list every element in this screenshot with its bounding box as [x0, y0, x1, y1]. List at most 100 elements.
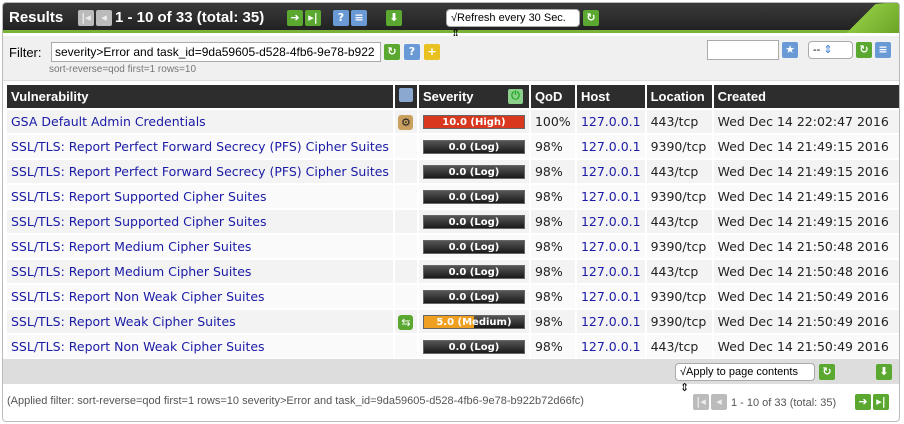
pagination-count: 1 - 10 of 33 (total: 35)	[115, 9, 265, 26]
host-link[interactable]: 127.0.0.1	[580, 314, 641, 329]
table-row: SSL/TLS: Report Supported Cipher Suites …	[7, 210, 899, 233]
severity-label: 0.0 (Log)	[448, 166, 500, 178]
vulnerability-link[interactable]: SSL/TLS: Report Medium Cipher Suites	[11, 264, 252, 279]
vulnerability-link[interactable]: SSL/TLS: Report Supported Cipher Suites	[11, 189, 267, 204]
created-cell: Wed Dec 14 21:50:49 2016	[713, 310, 899, 333]
table-row: SSL/TLS: Report Weak Cipher Suites ⇆ 5.0…	[7, 310, 899, 333]
footer-prev-page-icon[interactable]: ◂	[711, 394, 727, 410]
refresh-select-value: √Refresh every 30 Sec.	[451, 12, 566, 24]
host-link[interactable]: 127.0.0.1	[580, 189, 641, 204]
solution-type-cell	[394, 135, 417, 158]
vulnerability-link[interactable]: SSL/TLS: Report Supported Cipher Suites	[11, 214, 267, 229]
footer-last-page-icon[interactable]: ▸|	[873, 394, 889, 410]
vulnerability-link[interactable]: SSL/TLS: Report Weak Cipher Suites	[11, 314, 236, 329]
host-link[interactable]: 127.0.0.1	[580, 164, 641, 179]
vulnerability-link[interactable]: GSA Default Admin Credentials	[11, 114, 206, 129]
col-vulnerability[interactable]: Vulnerability	[7, 85, 393, 108]
results-table: Vulnerability Severity ⏻ QoD Host Locatio…	[5, 83, 899, 360]
filters-list-icon[interactable]: ≡	[875, 42, 891, 58]
footer-download-icon[interactable]: ⬇	[876, 364, 892, 380]
severity-cell: 0.0 (Log)	[418, 285, 529, 308]
switch-filter-icon[interactable]: ↻	[856, 42, 872, 58]
vulnerability-link[interactable]: SSL/TLS: Report Medium Cipher Suites	[11, 239, 252, 254]
filter-name-input[interactable]	[707, 40, 779, 60]
host-link[interactable]: 127.0.0.1	[580, 214, 641, 229]
saved-filter-select[interactable]: -- ⇕	[808, 41, 853, 59]
table-row: GSA Default Admin Credentials ⚙ 10.0 (Hi…	[7, 110, 899, 133]
help-icon[interactable]: ?	[333, 10, 349, 26]
download-icon[interactable]: ⬇	[386, 10, 402, 26]
table-header-row: Vulnerability Severity ⏻ QoD Host Locatio…	[7, 85, 899, 108]
refresh-filter-icon[interactable]: ↻	[384, 44, 400, 60]
vulnerability-link[interactable]: SSL/TLS: Report Non Weak Cipher Suites	[11, 289, 265, 304]
header-swoosh	[831, 3, 899, 33]
host-cell: 127.0.0.1	[576, 235, 645, 258]
host-cell: 127.0.0.1	[576, 135, 645, 158]
vulnerability-cell: SSL/TLS: Report Perfect Forward Secrecy …	[7, 135, 393, 158]
footer-first-page-icon[interactable]: |◂	[693, 394, 709, 410]
vulnerability-cell: GSA Default Admin Credentials	[7, 110, 393, 133]
apply-select[interactable]: √Apply to page contents ⇕	[675, 363, 815, 394]
host-cell: 127.0.0.1	[576, 160, 645, 183]
filter-help-icon[interactable]: ?	[404, 44, 420, 60]
vulnerability-link[interactable]: SSL/TLS: Report Non Weak Cipher Suites	[11, 339, 265, 354]
col-created[interactable]: Created	[713, 85, 899, 108]
new-filter-icon[interactable]: +	[424, 44, 440, 60]
host-link[interactable]: 127.0.0.1	[580, 139, 641, 154]
vulnerability-cell: SSL/TLS: Report Weak Cipher Suites	[7, 310, 393, 333]
refresh-select[interactable]: √Refresh every 30 Sec. ⇕	[446, 9, 580, 40]
table-row: SSL/TLS: Report Non Weak Cipher Suites 0…	[7, 285, 899, 308]
col-qod[interactable]: QoD	[530, 85, 575, 108]
host-link[interactable]: 127.0.0.1	[580, 264, 641, 279]
qod-cell: 98%	[530, 335, 575, 358]
solution-type-cell	[394, 335, 417, 358]
severity-label: 0.0 (Log)	[448, 341, 500, 353]
host-link[interactable]: 127.0.0.1	[580, 339, 641, 354]
host-cell: 127.0.0.1	[576, 260, 645, 283]
col-severity[interactable]: Severity ⏻	[418, 85, 529, 108]
host-cell: 127.0.0.1	[576, 185, 645, 208]
col-location[interactable]: Location	[646, 85, 712, 108]
created-cell: Wed Dec 14 21:50:49 2016	[713, 335, 899, 358]
severity-cell: 0.0 (Log)	[418, 210, 529, 233]
prev-page-icon[interactable]: ◂	[96, 10, 112, 26]
location-cell: 9390/tcp	[646, 285, 712, 308]
solution-type-cell	[394, 285, 417, 308]
table-row: SSL/TLS: Report Medium Cipher Suites 0.0…	[7, 235, 899, 258]
col-host[interactable]: Host	[576, 85, 645, 108]
qod-cell: 98%	[530, 260, 575, 283]
footer-next-page-icon[interactable]: ➜	[855, 394, 871, 410]
first-page-icon[interactable]: |◂	[78, 10, 94, 26]
save-filter-star-icon[interactable]: ★	[782, 42, 798, 58]
severity-cell: 10.0 (High)	[418, 110, 529, 133]
severity-cell: 0.0 (Log)	[418, 185, 529, 208]
created-cell: Wed Dec 14 21:50:49 2016	[713, 285, 899, 308]
severity-cell: 5.0 (Medium)	[418, 310, 529, 333]
header-bar	[3, 3, 899, 33]
qod-cell: 98%	[530, 285, 575, 308]
last-page-icon[interactable]: ▸|	[305, 10, 321, 26]
host-link[interactable]: 127.0.0.1	[580, 289, 641, 304]
host-link[interactable]: 127.0.0.1	[580, 114, 641, 129]
solution-type-cell	[394, 260, 417, 283]
location-cell: 443/tcp	[646, 335, 712, 358]
qod-cell: 98%	[530, 135, 575, 158]
severity-bar: 0.0 (Log)	[422, 189, 525, 204]
next-page-icon[interactable]: ➜	[287, 10, 303, 26]
location-cell: 443/tcp	[646, 260, 712, 283]
severity-cell: 0.0 (Log)	[418, 260, 529, 283]
apply-refresh-icon[interactable]: ↻	[819, 364, 835, 380]
severity-label: 0.0 (Log)	[448, 191, 500, 203]
host-link[interactable]: 127.0.0.1	[580, 239, 641, 254]
severity-bar: 0.0 (Log)	[422, 214, 525, 229]
overrides-power-icon[interactable]: ⏻	[507, 89, 523, 104]
filter-input[interactable]: severity>Error and task_id=9da59605-d528…	[51, 42, 381, 62]
host-cell: 127.0.0.1	[576, 285, 645, 308]
vulnerability-cell: SSL/TLS: Report Supported Cipher Suites	[7, 210, 393, 233]
severity-cell: 0.0 (Log)	[418, 235, 529, 258]
solution-type-cell: ⇆	[394, 310, 417, 333]
refresh-icon[interactable]: ↻	[583, 10, 599, 26]
vulnerability-link[interactable]: SSL/TLS: Report Perfect Forward Secrecy …	[11, 164, 389, 179]
list-icon[interactable]: ≡	[351, 10, 367, 26]
vulnerability-link[interactable]: SSL/TLS: Report Perfect Forward Secrecy …	[11, 139, 389, 154]
